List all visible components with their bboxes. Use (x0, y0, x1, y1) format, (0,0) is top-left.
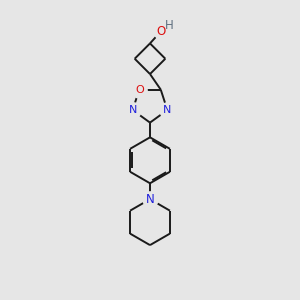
Text: N: N (146, 193, 154, 206)
Text: H: H (165, 19, 174, 32)
Text: O: O (157, 25, 166, 38)
Text: N: N (128, 105, 137, 115)
Text: N: N (163, 105, 172, 115)
Text: O: O (135, 85, 144, 94)
